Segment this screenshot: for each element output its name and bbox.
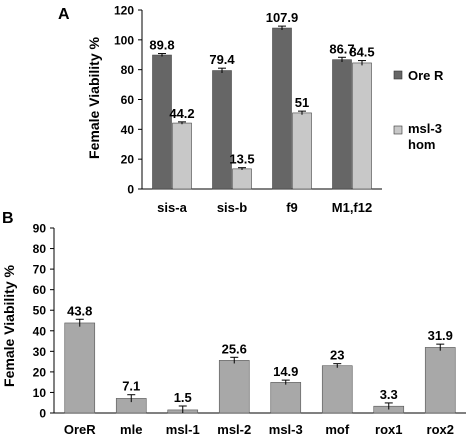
panel-b-data-label-rox2: 31.9 [428,328,453,343]
panel-b-y-tick-label: 90 [33,222,47,236]
panel-b-y-tick-label: 10 [33,386,47,400]
panel-a-data-label-sis-a-msl-3-hom: 44.2 [169,106,194,121]
panel-b-data-label-mof: 23 [330,348,344,363]
panel-b-y-tick-label: 20 [33,365,47,379]
panel-b-bars: 43.8 7.1 1.5 25.6 14.9 23 3.3 31.9 [64,303,456,414]
panel-b-label: B [2,210,14,227]
panel-b-x-tick-label-msl-3: msl-3 [269,422,303,437]
panel-a-data-label-f9-msl-3-hom: 51 [295,95,309,110]
panel-a-bar-f9-ore-r [272,27,292,190]
panel-b-x-tick-label-rox1: rox1 [375,422,402,437]
panel-a-data-label-sis-a-ore-r: 89.8 [149,38,174,53]
legend-label-msl-3-hom-line-1: msl-3 [408,121,442,136]
legend-label-msl-3-hom: msl-3 hom [408,121,446,152]
panel-a-x-ticks: sis-a sis-b f9 M1,f12 [157,200,372,215]
panel-b-data-label-msl-2: 25.6 [222,341,247,356]
panel-b-y-tick-label: 70 [33,263,47,277]
panel-b-x-tick-label-rox2: rox2 [427,422,454,437]
panel-b-bar-rox2 [424,347,456,414]
panel-a-label: A [58,6,70,23]
panel-b-data-label-orer: 43.8 [67,303,92,318]
legend-label-msl-3-hom-line-2: hom [408,137,435,152]
panel-b-bar-msl-2 [218,360,250,414]
panel-a-bar-sis-b-ore-r [212,70,232,190]
panel-a-bar-sis-a-msl-3-hom [172,122,192,190]
legend-label-ore-r: Ore R [408,68,444,83]
panel-a-y-tick-label: 100 [114,33,134,47]
panel-b-data-label-mle: 7.1 [122,379,140,394]
panel-a-bar-m1-f12-msl-3-hom [352,62,372,190]
panel-a-bars: 89.8 44.2 79.4 13.5 107.9 51 86.784.5 [149,10,375,190]
panel-a: A Female Viability % 0 20 40 60 80 100 120 89.… [58,4,446,216]
panel-b-y-axis-label: Female Viability % [1,264,17,386]
panel-b-bar-msl-3 [270,382,302,414]
panel-b-x-tick-label-mof: mof [325,422,350,437]
panel-b-data-label-rox1: 3.3 [380,387,398,402]
panel-a-y-tick-label: 0 [127,183,134,197]
panel-b-y-tick-label: 60 [33,283,47,297]
panel-a-data-label-sis-b-msl-3-hom: 13.5 [229,152,254,167]
panel-a-y-tick-label: 80 [121,63,135,77]
panel-a-data-label-f9-ore-r: 107.9 [266,10,299,25]
panel-a-bar-sis-a-ore-r [152,54,172,190]
panel-a-bar-sis-b-msl-3-hom [232,168,252,190]
panel-b-y-tick-label: 80 [33,242,47,256]
panel-b-y-tick-label: 30 [33,345,47,359]
panel-a-x-tick-label-f9: f9 [286,200,298,215]
panel-b-x-tick-label-orer: OreR [64,422,96,437]
panel-b-x-tick-label-mle: mle [120,422,142,437]
panel-b-x-tick-label-msl-2: msl-2 [217,422,251,437]
panel-b-data-label-msl-1: 1.5 [174,390,192,405]
panel-a-data-label-sis-b-ore-r: 79.4 [209,52,235,67]
panel-a-data-label-m1-f12-ore-r: 86.7 [329,41,354,56]
panel-a-y-axis-label: Female Viability % [86,36,102,158]
panel-a-x-tick-label-sis-b: sis-b [217,200,247,215]
panel-b-x-tick-label-msl-1: msl-1 [166,422,200,437]
panel-b-x-ticks: OreR mle msl-1 msl-2 msl-3 mof rox1 rox2 [64,422,454,437]
panel-a-legend: Ore R msl-3 hom [393,68,446,152]
legend-swatch-msl-3-hom [393,125,403,135]
panel-b-data-label-msl-3: 14.9 [273,364,298,379]
panel-b-y-tick-label: 40 [33,324,47,338]
panel-a-y-ticks: 0 20 40 60 80 100 120 [114,4,142,197]
panel-a-y-tick-label: 20 [121,153,135,167]
panel-a-bar-m1-f12-ore-r [332,59,352,190]
panel-a-data-label-m1-f12-msl-3-hom: 84.5 [349,45,374,60]
panel-b-bar-mof [321,365,353,414]
panel-b-y-tick-label: 50 [33,304,47,318]
panel-b-y-tick-label: 0 [39,407,46,421]
panel-a-bar-f9-msl-3-hom [292,112,312,190]
panel-a-y-tick-label: 120 [114,4,134,18]
panel-a-y-tick-label: 40 [121,123,135,137]
panel-b-y-ticks: 0 10 20 30 40 50 60 70 80 90 [33,222,54,421]
panel-b-bar-orer [64,322,96,414]
panel-b: B Female Viability % 0 10 20 30 40 50 60 70 80 90… [1,210,466,437]
legend-swatch-ore-r [393,70,403,80]
panel-a-x-tick-label-sis-a: sis-a [157,200,187,215]
panel-a-x-tick-label-m1-f12: M1,f12 [332,200,372,215]
panel-a-y-tick-label: 60 [121,93,135,107]
